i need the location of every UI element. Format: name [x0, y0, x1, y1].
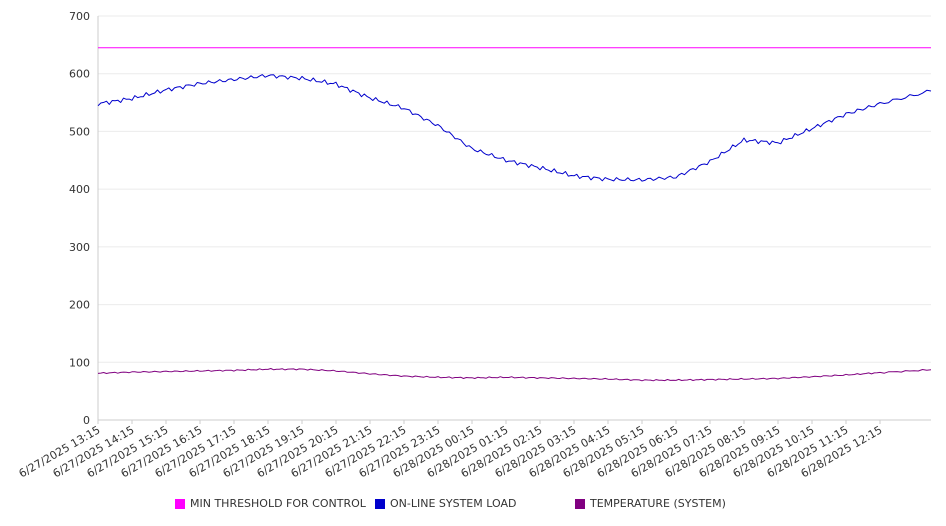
- legend-swatch-temperature: [575, 498, 585, 509]
- legend-label-min-threshold: MIN THRESHOLD FOR CONTROL: [190, 497, 366, 510]
- legend-label-temperature: TEMPERATURE (SYSTEM): [590, 497, 726, 510]
- legend-item-system-load[interactable]: ON-LINE SYSTEM LOAD: [375, 497, 516, 510]
- line-chart: 0 100 200 300 400 500 600 700 6/27/2025 13:156/…: [17, 10, 932, 480]
- x-axis-ticks: 6/27/2025 13:156/27/2025 14:156/27/2025 …: [17, 420, 885, 480]
- y-tick-label: 600: [69, 68, 90, 81]
- series-line-temperature: [97, 368, 932, 382]
- series-line-system-load: [97, 74, 932, 182]
- y-tick-label: 500: [69, 125, 90, 138]
- y-tick-label: 300: [69, 241, 90, 254]
- y-tick-label: 400: [69, 183, 90, 196]
- axes: [97, 16, 931, 421]
- y-tick-label: 0: [83, 414, 90, 427]
- y-tick-label: 100: [69, 356, 90, 369]
- series-lines: [97, 47, 932, 382]
- legend: MIN THRESHOLD FOR CONTROL ON-LINE SYSTEM…: [0, 497, 946, 515]
- legend-item-min-threshold[interactable]: MIN THRESHOLD FOR CONTROL: [175, 497, 366, 510]
- legend-swatch-system-load: [375, 498, 385, 509]
- legend-swatch-min-threshold: [175, 498, 185, 509]
- y-axis-ticks: 0 100 200 300 400 500 600 700: [69, 10, 90, 427]
- legend-item-temperature[interactable]: TEMPERATURE (SYSTEM): [575, 497, 726, 510]
- grid-lines: [98, 15, 931, 363]
- legend-label-system-load: ON-LINE SYSTEM LOAD: [390, 497, 517, 510]
- y-tick-label: 200: [69, 299, 90, 312]
- y-tick-label: 700: [69, 10, 90, 23]
